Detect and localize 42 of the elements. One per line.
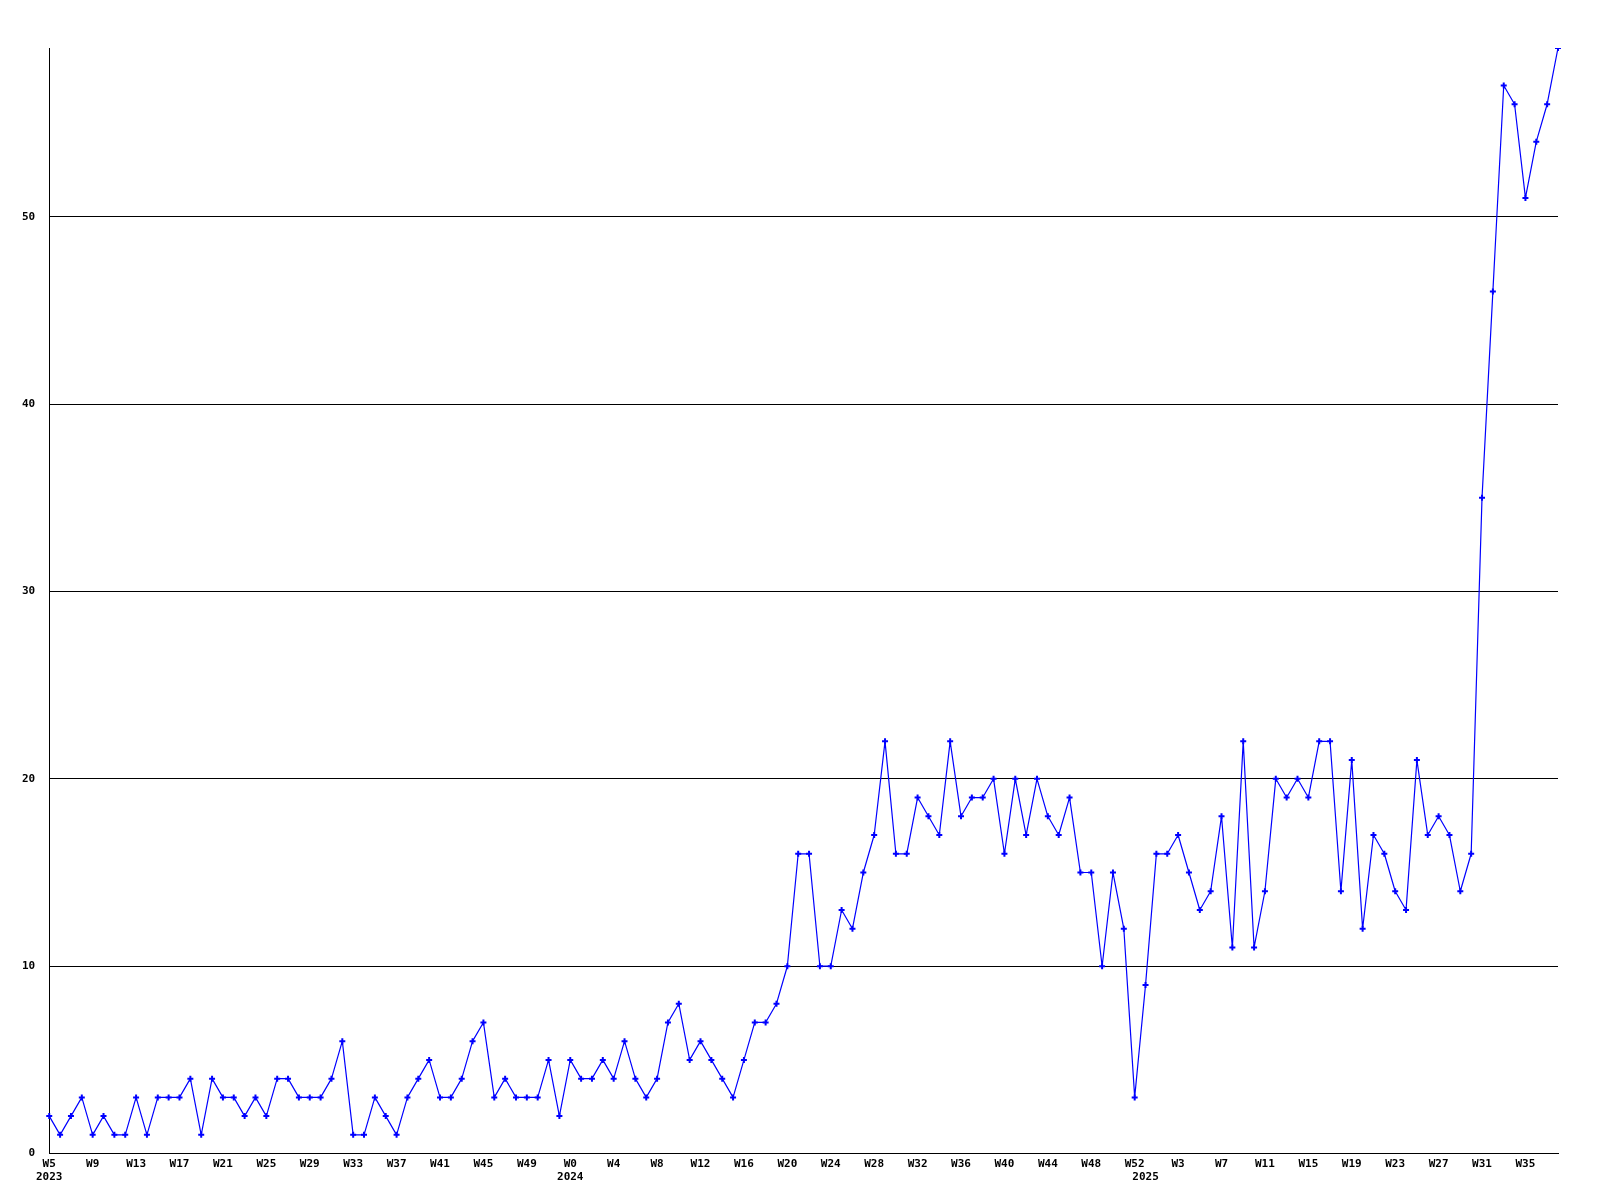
x-tick-label: W20	[777, 1157, 798, 1171]
x-tick-label: W12	[690, 1157, 711, 1171]
x-tick-label: W4	[607, 1157, 621, 1171]
x-tick-label: W35	[1515, 1157, 1536, 1171]
x-tick-label: W21	[212, 1157, 234, 1171]
x-tick-label: W45	[473, 1157, 494, 1171]
x-tick-label: W40	[994, 1157, 1015, 1171]
x-tick-label: W37	[386, 1157, 407, 1171]
x-tick-label: W5 2023	[36, 1157, 63, 1184]
x-tick-label: W36	[951, 1157, 972, 1171]
x-tick-label: W44	[1037, 1157, 1059, 1171]
x-tick-label: W49	[516, 1157, 537, 1171]
x-tick-label: W52	[1124, 1157, 1145, 1171]
x-tick-label: W23	[1385, 1157, 1406, 1171]
x-tick-label: W25	[256, 1157, 277, 1171]
x-tick-label: W3	[1171, 1157, 1185, 1171]
y-tick-label: 50	[22, 209, 36, 223]
x-tick-label: W16	[733, 1157, 755, 1171]
x-tick-label: W28	[864, 1157, 885, 1171]
y-tick-label: 40	[22, 396, 36, 410]
x-tick-label: W7	[1214, 1157, 1229, 1171]
x-tick-label: W8	[650, 1157, 664, 1171]
x-tick-label: W41	[430, 1157, 451, 1171]
x-tick-label: W32	[907, 1157, 928, 1171]
x-tick-label: W11	[1254, 1157, 1276, 1171]
x-tick-label: W24	[820, 1157, 842, 1171]
x-tick-label: W17	[169, 1157, 190, 1171]
y-tick-label: 30	[22, 584, 36, 598]
x-tick-label: W19	[1341, 1157, 1362, 1171]
x-tick-label: W31	[1472, 1157, 1493, 1171]
x-tick-label: W33	[343, 1157, 364, 1171]
y-tick-label: 20	[22, 771, 36, 785]
x-tick-label: W27	[1428, 1157, 1449, 1171]
x-tick-label: W29	[299, 1157, 320, 1171]
x-tick-label: W9	[86, 1157, 100, 1171]
x-tick-label: W48	[1081, 1157, 1102, 1171]
x-tick-label: W15	[1298, 1157, 1319, 1171]
y-tick-label: 0	[28, 1146, 36, 1160]
x-tick-label: W13	[126, 1157, 147, 1171]
x-tick-label: 2025	[1132, 1170, 1159, 1184]
x-tick-label: W0 2024	[557, 1157, 584, 1184]
y-tick-label: 10	[22, 959, 36, 973]
